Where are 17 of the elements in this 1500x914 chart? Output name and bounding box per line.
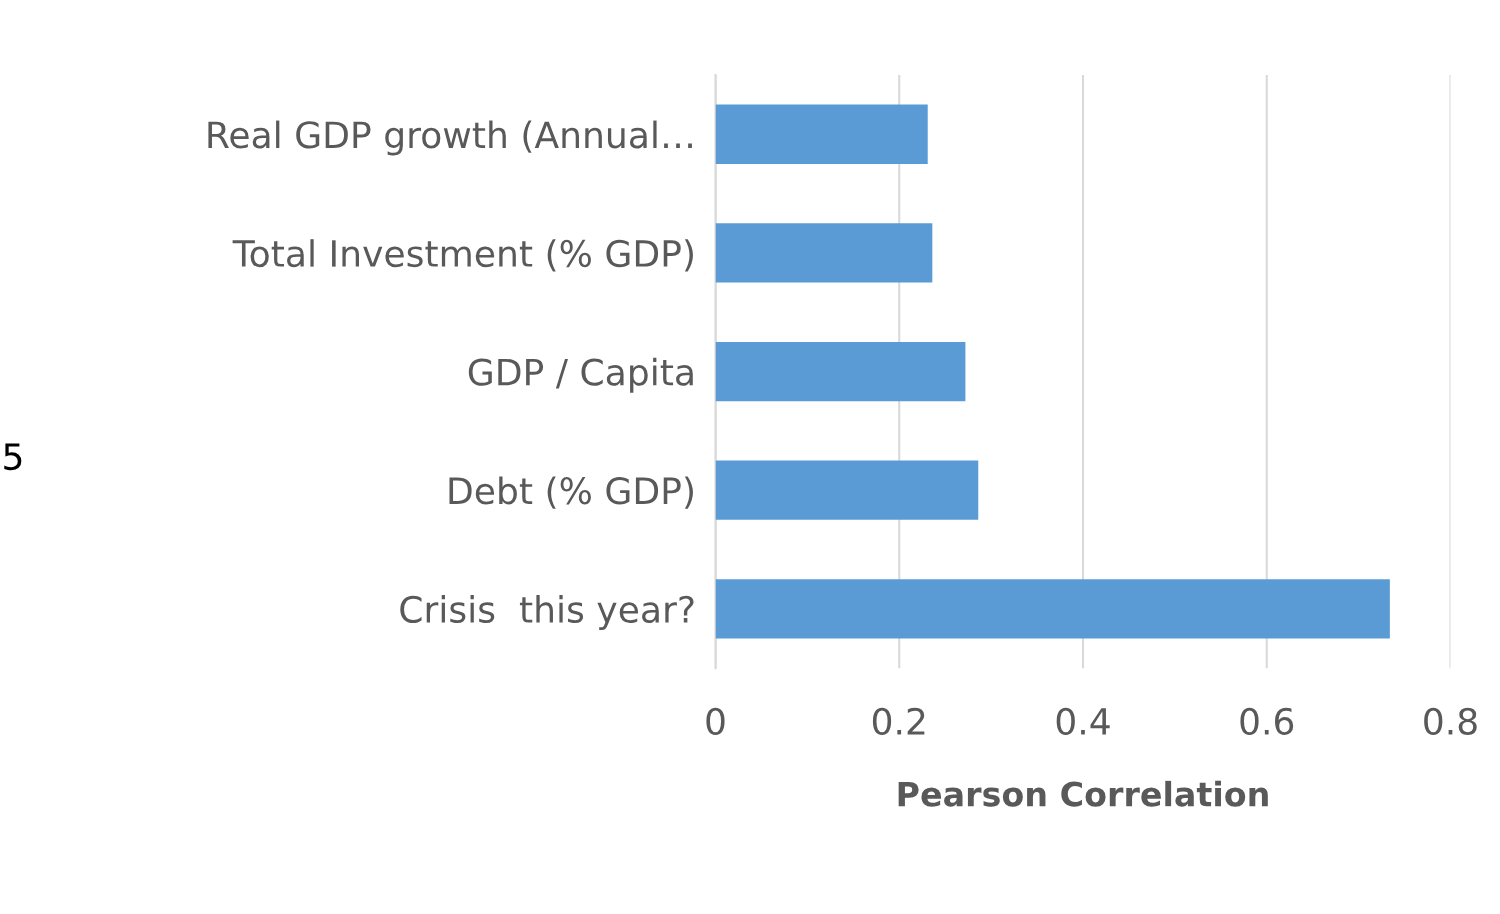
x-tick-label: 0 — [706, 707, 725, 735]
y-tick-label: Crisis this year? — [400, 595, 694, 631]
bar — [715, 460, 979, 520]
x-tick-label: 0.6 — [1240, 707, 1294, 735]
x-tick-label: 0.2 — [872, 707, 925, 735]
bar — [715, 341, 966, 402]
x-axis-title: Pearson Correlation — [898, 780, 1268, 807]
y-tick-label: Debt (% GDP) — [449, 476, 693, 509]
x-tick-label: 0.8 — [1424, 707, 1477, 735]
bar — [715, 223, 933, 283]
bar — [715, 579, 1390, 639]
y-tick-label: GDP / Capita — [468, 357, 693, 393]
y-tick-label: Total Investment (% GDP) — [232, 239, 693, 272]
text: 5 — [4, 443, 22, 471]
bar — [715, 104, 928, 164]
y-tick-label: Real GDP growth (Annual… — [208, 120, 692, 156]
x-tick-label: 0.4 — [1056, 707, 1110, 735]
